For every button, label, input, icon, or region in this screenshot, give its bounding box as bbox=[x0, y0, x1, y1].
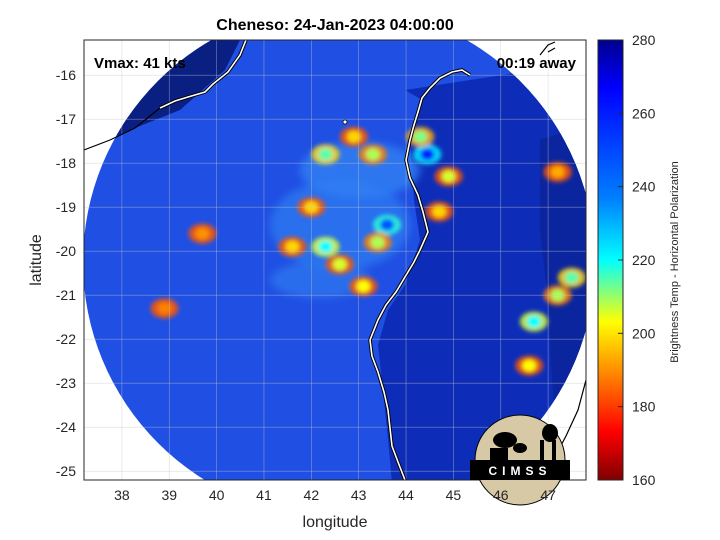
chart-title: Cheneso: 24-Jan-2023 04:00:00 bbox=[216, 17, 454, 34]
x-axis-label: longitude bbox=[303, 514, 368, 531]
x-tick-label: 45 bbox=[446, 487, 462, 503]
feature-core bbox=[332, 258, 347, 271]
x-tick-label: 44 bbox=[398, 487, 414, 503]
coastline-islands bbox=[539, 41, 556, 56]
x-tick-label: 47 bbox=[540, 487, 556, 503]
feature-core bbox=[285, 240, 300, 253]
colorbar-tick-label: 240 bbox=[632, 179, 656, 195]
y-tick-label: -21 bbox=[56, 287, 76, 303]
feature-core bbox=[346, 130, 361, 143]
feature-core bbox=[318, 240, 333, 253]
colorbar-tick-label: 200 bbox=[632, 325, 656, 341]
coastline-africa bbox=[159, 40, 247, 109]
colorbar-tick-label: 160 bbox=[632, 472, 656, 488]
x-tick-label: 42 bbox=[304, 487, 320, 503]
x-tick-label: 38 bbox=[114, 487, 130, 503]
y-axis-label: latitude bbox=[28, 234, 45, 286]
colorbar: 280 260 240 220 200 180 160 Brightness Temp - … bbox=[597, 32, 681, 488]
y-tick-label: -16 bbox=[56, 67, 76, 83]
coastline-madagascar bbox=[369, 69, 471, 480]
plot-area: Vmax: 41 kts 00:19 away CIMSS bbox=[83, 39, 587, 506]
feature-core bbox=[365, 148, 380, 161]
y-tick-label: -17 bbox=[56, 111, 76, 127]
cimss-logo: CIMSS bbox=[470, 414, 570, 506]
feature-core bbox=[195, 227, 210, 240]
feature-core bbox=[441, 170, 456, 183]
colorbar-tick-label: 260 bbox=[632, 105, 656, 121]
small-island bbox=[342, 119, 348, 125]
coastline-africa-outer bbox=[84, 107, 161, 151]
x-tick-label: 39 bbox=[161, 487, 177, 503]
x-tick-label: 40 bbox=[209, 487, 225, 503]
y-tick-label: -23 bbox=[56, 375, 76, 391]
vmax-label: Vmax: 41 kts bbox=[94, 55, 186, 72]
feature-core bbox=[157, 302, 172, 315]
colorbar-label: Brightness Temp - Horizontal Polarizatio… bbox=[669, 161, 681, 363]
colorbar-tick-label: 280 bbox=[632, 32, 656, 48]
feature-core bbox=[318, 148, 333, 161]
time-away-label: 00:19 away bbox=[497, 55, 577, 72]
colorbar-ticks: 280 260 240 220 200 180 160 bbox=[618, 32, 656, 488]
feature-core bbox=[420, 148, 435, 161]
plot-frame bbox=[83, 39, 587, 481]
feature-core bbox=[356, 280, 371, 293]
y-tick-label: -25 bbox=[56, 463, 76, 479]
y-axis: -16 -17 -18 -19 -20 -21 -22 -23 -24 -25 bbox=[56, 67, 76, 479]
x-tick-label: 41 bbox=[256, 487, 272, 503]
feature-core bbox=[522, 359, 537, 372]
feature-core bbox=[370, 236, 385, 249]
x-axis: 38 39 40 41 42 43 44 45 46 47 bbox=[114, 487, 556, 503]
feature-core bbox=[526, 315, 541, 328]
feature-core bbox=[550, 166, 565, 178]
y-tick-label: -18 bbox=[56, 155, 76, 171]
feature-core bbox=[413, 130, 428, 143]
logo-text: CIMSS bbox=[488, 464, 551, 478]
feature-core bbox=[432, 205, 447, 218]
x-tick-label: 46 bbox=[493, 487, 509, 503]
x-tick-label: 43 bbox=[351, 487, 367, 503]
colorbar-tick-label: 180 bbox=[632, 399, 656, 415]
feature-layer bbox=[150, 126, 586, 376]
feature-core bbox=[564, 271, 579, 284]
y-tick-label: -19 bbox=[56, 199, 76, 215]
y-tick-label: -20 bbox=[56, 243, 76, 259]
y-tick-label: -22 bbox=[56, 331, 76, 347]
y-tick-label: -24 bbox=[56, 419, 76, 435]
colorbar-tick-label: 220 bbox=[632, 252, 656, 268]
feature-core bbox=[380, 218, 395, 231]
